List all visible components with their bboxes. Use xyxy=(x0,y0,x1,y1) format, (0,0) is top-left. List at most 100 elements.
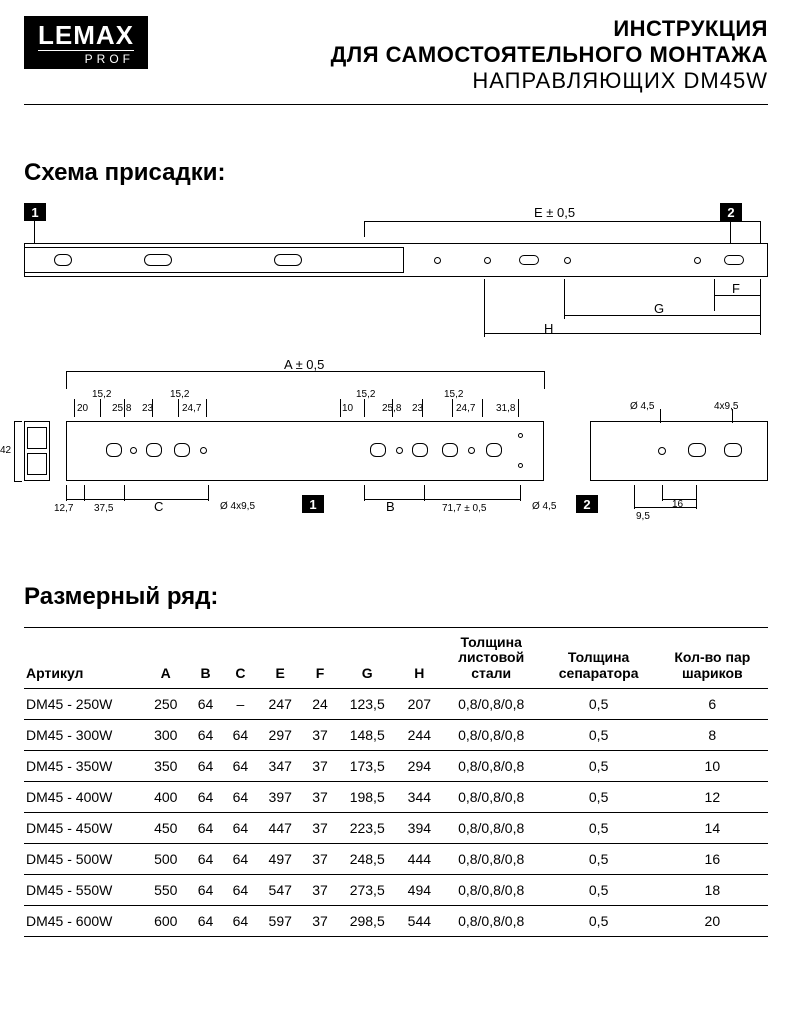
table-cell: 64 xyxy=(223,720,258,751)
tick xyxy=(482,399,483,417)
table-cell: 64 xyxy=(188,813,223,844)
header: LEMAX PROF ИНСТРУКЦИЯ ДЛЯ САМОСТОЯТЕЛЬНО… xyxy=(24,16,768,94)
table-cell: 300 xyxy=(143,720,188,751)
label-717: 71,7 ± 0,5 xyxy=(442,503,486,514)
bhole-3 xyxy=(396,447,403,454)
table-cell: 64 xyxy=(188,720,223,751)
logo-main: LEMAX xyxy=(38,22,134,48)
table-cell: 64 xyxy=(223,782,258,813)
table-row: DM45 - 300W300646429737148,52440,8/0,8/0… xyxy=(24,720,768,751)
h42-t xyxy=(14,421,22,422)
title-line2: ДЛЯ САМОСТОЯТЕЛЬНОГО МОНТАЖА xyxy=(331,42,768,68)
table-row: DM45 - 600W600646459737298,55440,8/0,8/0… xyxy=(24,906,768,937)
dim-e-right xyxy=(760,221,761,243)
bhole-6 xyxy=(518,463,523,468)
table-cell: 0,8/0,8/0,8 xyxy=(442,844,541,875)
table-cell: 14 xyxy=(657,813,768,844)
s152b: 15,2 xyxy=(170,389,189,400)
label-b: B xyxy=(386,499,395,514)
table-cell: 37 xyxy=(303,844,338,875)
s20: 20 xyxy=(77,403,88,414)
c-line xyxy=(124,499,208,500)
table-cell: 207 xyxy=(397,689,442,720)
r495-leader xyxy=(732,409,733,423)
table-cell: 37 xyxy=(303,782,338,813)
table-header-cell: Толщиналистовойстали xyxy=(442,628,541,689)
table-cell: 248,5 xyxy=(337,844,397,875)
table-cell: 297 xyxy=(258,720,303,751)
table-cell: 64 xyxy=(223,875,258,906)
hole-a xyxy=(434,257,441,264)
size-table: АртикулABCEFGHТолщиналистовойсталиТолщин… xyxy=(24,627,768,937)
table-cell: 0,5 xyxy=(541,906,657,937)
label-d45: Ø 4,5 xyxy=(532,501,556,512)
label-42: 42 xyxy=(0,445,11,456)
tick xyxy=(518,399,519,417)
g-v1 xyxy=(564,279,565,319)
tick xyxy=(74,399,75,417)
table-cell: 0,8/0,8/0,8 xyxy=(442,782,541,813)
table-header-cell: F xyxy=(303,628,338,689)
section-schema-title: Схема присадки: xyxy=(24,159,768,187)
table-cell: 0,8/0,8/0,8 xyxy=(442,875,541,906)
r2-hole xyxy=(658,447,666,455)
table-cell: 223,5 xyxy=(337,813,397,844)
table-cell: 0,5 xyxy=(541,844,657,875)
table-cell: 450 xyxy=(143,813,188,844)
table-cell: DM45 - 250W xyxy=(24,689,143,720)
table-cell: 350 xyxy=(143,751,188,782)
bslot-3 xyxy=(174,443,190,457)
table-cell: 444 xyxy=(397,844,442,875)
table-cell: 0,8/0,8/0,8 xyxy=(442,751,541,782)
tick xyxy=(178,399,179,417)
table-head: АртикулABCEFGHТолщиналистовойсталиТолщин… xyxy=(24,628,768,689)
r2-slot2 xyxy=(724,443,742,457)
table-cell: 64 xyxy=(188,751,223,782)
table-header-cell: A xyxy=(143,628,188,689)
table-cell: 294 xyxy=(397,751,442,782)
rail-inner xyxy=(24,247,404,273)
table-cell: 64 xyxy=(223,906,258,937)
hole-b xyxy=(484,257,491,264)
table-cell: – xyxy=(223,689,258,720)
logo: LEMAX PROF xyxy=(24,16,148,69)
table-cell: DM45 - 550W xyxy=(24,875,143,906)
slot-d xyxy=(519,255,539,265)
table-header-cell: Толщинасепаратора xyxy=(541,628,657,689)
tick xyxy=(422,399,423,417)
table-row: DM45 - 350W350646434737173,52940,8/0,8/0… xyxy=(24,751,768,782)
table-cell: DM45 - 300W xyxy=(24,720,143,751)
table-cell: 0,8/0,8/0,8 xyxy=(442,720,541,751)
table-cell: 64 xyxy=(188,875,223,906)
c-v2 xyxy=(208,485,209,501)
table-cell: 544 xyxy=(397,906,442,937)
table-cell: DM45 - 600W xyxy=(24,906,143,937)
title-line1: ИНСТРУКЦИЯ xyxy=(331,16,768,42)
table-cell: DM45 - 400W xyxy=(24,782,143,813)
hole-e xyxy=(694,257,701,264)
table-cell: 597 xyxy=(258,906,303,937)
tag-2-top: 2 xyxy=(720,203,742,221)
table-cell: 0,8/0,8/0,8 xyxy=(442,906,541,937)
table-cell: 10 xyxy=(657,751,768,782)
label-375: 37,5 xyxy=(94,503,113,514)
table-cell: 37 xyxy=(303,720,338,751)
table-cell: DM45 - 450W xyxy=(24,813,143,844)
bhole-1 xyxy=(130,447,137,454)
table-header-cell: H xyxy=(397,628,442,689)
table-header-cell: C xyxy=(223,628,258,689)
table-cell: 0,5 xyxy=(541,689,657,720)
table-cell: 298,5 xyxy=(337,906,397,937)
s318: 31,8 xyxy=(496,403,515,414)
s10: 10 xyxy=(342,403,353,414)
table-cell: 198,5 xyxy=(337,782,397,813)
bslot-5 xyxy=(412,443,428,457)
table-cell: 37 xyxy=(303,906,338,937)
table-cell: 0,5 xyxy=(541,720,657,751)
leader-1 xyxy=(34,221,35,243)
label-f: F xyxy=(732,281,740,296)
tick xyxy=(364,399,365,417)
slot-2 xyxy=(144,254,172,266)
table-cell: 8 xyxy=(657,720,768,751)
s717-v xyxy=(520,485,521,501)
